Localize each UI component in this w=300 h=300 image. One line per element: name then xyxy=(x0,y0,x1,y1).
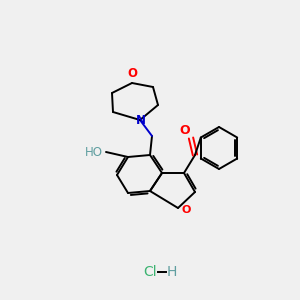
Text: N: N xyxy=(136,115,146,128)
Text: H: H xyxy=(167,265,177,279)
Text: O: O xyxy=(127,67,137,80)
Text: Cl: Cl xyxy=(143,265,157,279)
Text: O: O xyxy=(181,205,190,215)
Text: HO: HO xyxy=(85,146,103,158)
Text: O: O xyxy=(180,124,190,137)
